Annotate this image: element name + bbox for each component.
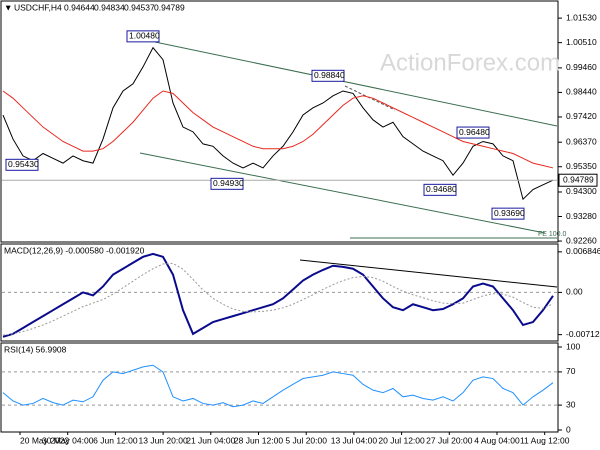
header-arrow: ▼ — [4, 2, 12, 12]
fe-label: FE 100.0 — [538, 231, 567, 238]
y-tick-label: 0.95350 — [566, 161, 597, 171]
y-tick-label: 0.92260 — [566, 235, 597, 245]
y-tick-label: 0.006846 — [566, 246, 600, 256]
channel-lower — [139, 152, 546, 234]
series-line — [2, 364, 554, 408]
y-tick-label: 0.94300 — [566, 186, 597, 196]
last-price-box — [558, 173, 598, 187]
annotation-box — [5, 158, 39, 171]
series-line — [2, 46, 554, 201]
header-low: 0.94537 — [124, 2, 155, 12]
channel-upper — [154, 41, 558, 127]
y-tick-label: 30 — [566, 399, 576, 409]
x-tick-label: 28 Jun 12:00 — [234, 435, 283, 445]
x-tick-label: 6 Jun 12:00 — [93, 435, 138, 445]
annotation-label: 0.96480 — [459, 127, 490, 137]
y-tick-label: 0.99460 — [566, 62, 597, 72]
header-high: 0.94834 — [94, 2, 125, 12]
series-line — [2, 262, 554, 336]
annotation-label: 0.94680 — [426, 184, 457, 194]
annotation-label: 0.93690 — [494, 208, 525, 218]
annotation-box — [210, 177, 244, 190]
x-tick-label: 4 Aug 04:00 — [474, 435, 520, 445]
y-tick-label: 100 — [566, 341, 580, 351]
y-tick-label: 1.00510 — [566, 37, 597, 47]
watermark: ActionForex.com — [380, 49, 560, 76]
rsi-panel — [0, 342, 559, 433]
y-tick-label: 1.01530 — [566, 12, 597, 22]
x-tick-label: 13 Jul 04:00 — [331, 435, 378, 445]
x-tick-label: 30 May 04:00 — [42, 435, 94, 445]
x-tick-label: 13 Jun 20:00 — [139, 435, 188, 445]
price-panel — [0, 0, 559, 243]
y-tick-label: -0.007128 — [566, 329, 600, 339]
x-tick-label: 27 Jul 20:00 — [426, 435, 473, 445]
annotation-label: 0.98840 — [314, 70, 345, 80]
header-open: 0.94644 — [64, 2, 95, 12]
x-tick-label: 5 Jul 20:00 — [285, 435, 327, 445]
header-symbol: USDCHF,H4 — [14, 2, 62, 12]
header-close: 0.94789 — [154, 2, 185, 12]
macd-trendline — [299, 259, 558, 288]
trend-dash — [344, 85, 396, 111]
macd-title: MACD(12,26,9) -0.000580 -0.001920 — [4, 245, 145, 255]
y-tick-label: 0.00 — [566, 287, 583, 297]
annotation-label: 1.00480 — [129, 31, 160, 41]
x-tick-label: 11 Aug 12:00 — [520, 435, 570, 445]
y-tick-label: 0.97420 — [566, 111, 597, 121]
annotation-box — [423, 183, 457, 196]
y-tick-label: 0.96370 — [566, 136, 597, 146]
annotation-label: 0.94930 — [213, 178, 244, 188]
series-line — [2, 252, 554, 338]
x-tick-label: 21 Jun 04:00 — [186, 435, 235, 445]
annotation-label: 0.95430 — [8, 159, 39, 169]
series-line — [2, 90, 554, 169]
annotation-box — [456, 126, 490, 139]
last-price-label: 0.94789 — [563, 174, 594, 184]
y-tick-label: 0 — [566, 424, 571, 434]
x-tick-label: 20 May 2022 — [20, 435, 69, 445]
y-tick-label: 0.93280 — [566, 211, 597, 221]
annotation-box — [491, 207, 525, 220]
x-tick-label: 20 Jul 12:00 — [378, 435, 425, 445]
annotation-box — [311, 69, 345, 82]
y-tick-label: 0.98440 — [566, 87, 597, 97]
annotation-box — [126, 30, 160, 43]
rsi-title: RSI(14) 56.9908 — [4, 344, 67, 354]
y-tick-label: 70 — [566, 366, 576, 376]
